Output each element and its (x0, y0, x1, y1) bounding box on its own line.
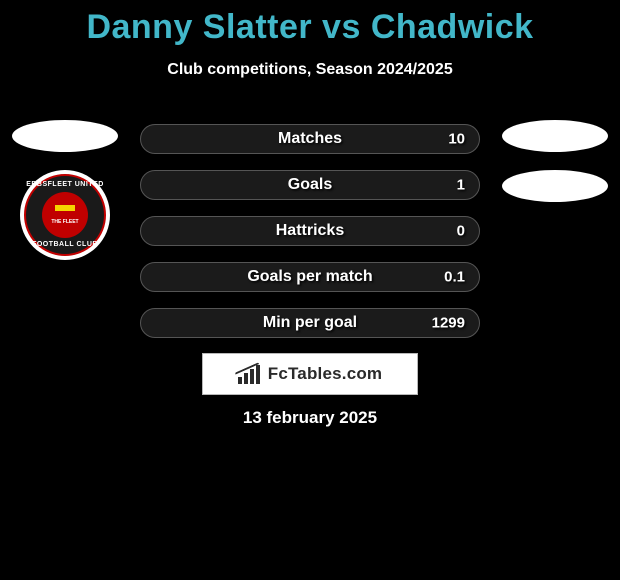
stat-row-goals: Goals 1 (140, 170, 480, 200)
stat-row-goals-per-match: Goals per match 0.1 (140, 262, 480, 292)
date-text: 13 february 2025 (0, 408, 620, 428)
left-club-badge: EBBSFLEET UNITED THE FLEET FOOTBALL CLUB (15, 170, 115, 260)
subtitle: Club competitions, Season 2024/2025 (0, 61, 620, 79)
brand-text: FcTables.com (268, 364, 383, 384)
stats-container: Matches 10 Goals 1 Hattricks 0 Goals per… (140, 124, 480, 354)
brand-watermark: FcTables.com (202, 353, 418, 395)
stat-value-right: 1299 (432, 315, 465, 332)
right-player-avatar (502, 120, 608, 152)
left-player-avatar (12, 120, 118, 152)
stat-value-right: 1 (457, 177, 465, 194)
stat-row-min-per-goal: Min per goal 1299 (140, 308, 480, 338)
club-name-bottom: FOOTBALL CLUB (26, 241, 104, 248)
right-player-column (495, 120, 615, 220)
stat-row-matches: Matches 10 (140, 124, 480, 154)
stat-label: Goals per match (247, 268, 372, 286)
club-flag-icon (55, 205, 75, 217)
stat-label: Matches (278, 130, 342, 148)
page-title: Danny Slatter vs Chadwick (0, 0, 620, 47)
club-subtext: THE FLEET (51, 219, 78, 225)
stat-value-right: 10 (448, 131, 465, 148)
club-name-top: EBBSFLEET UNITED (26, 181, 104, 188)
stat-value-right: 0 (457, 223, 465, 240)
stat-label: Goals (288, 176, 332, 194)
stat-label: Min per goal (263, 314, 357, 332)
stat-row-hattricks: Hattricks 0 (140, 216, 480, 246)
stat-value-right: 0.1 (444, 269, 465, 286)
right-club-badge (502, 170, 608, 202)
bar-chart-icon (238, 364, 262, 384)
left-player-column: EBBSFLEET UNITED THE FLEET FOOTBALL CLUB (5, 120, 125, 260)
stat-label: Hattricks (276, 222, 344, 240)
